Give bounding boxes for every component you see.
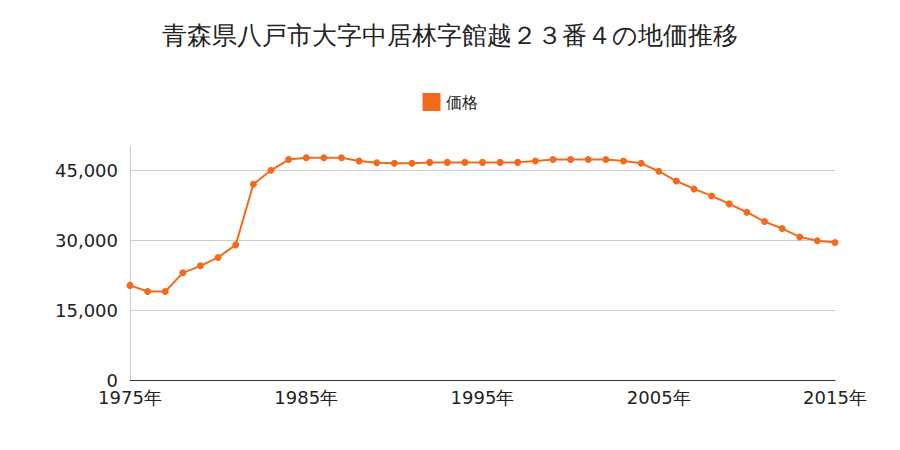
svg-text:15,000: 15,000 xyxy=(55,300,118,321)
svg-text:青森県八戸市大字中居林字館越２３番４の地価推移: 青森県八戸市大字中居林字館越２３番４の地価推移 xyxy=(162,21,738,50)
svg-text:0: 0 xyxy=(106,369,118,391)
svg-text:1975年: 1975年 xyxy=(98,387,162,408)
svg-text:1985年: 1985年 xyxy=(274,387,338,408)
svg-text:2015年: 2015年 xyxy=(803,387,867,408)
svg-text:価格: 価格 xyxy=(446,93,478,112)
svg-text:1995年: 1995年 xyxy=(451,387,515,408)
svg-text:30,000: 30,000 xyxy=(55,230,118,251)
svg-text:2005年: 2005年 xyxy=(627,387,691,408)
svg-text:45,000: 45,000 xyxy=(55,160,118,181)
